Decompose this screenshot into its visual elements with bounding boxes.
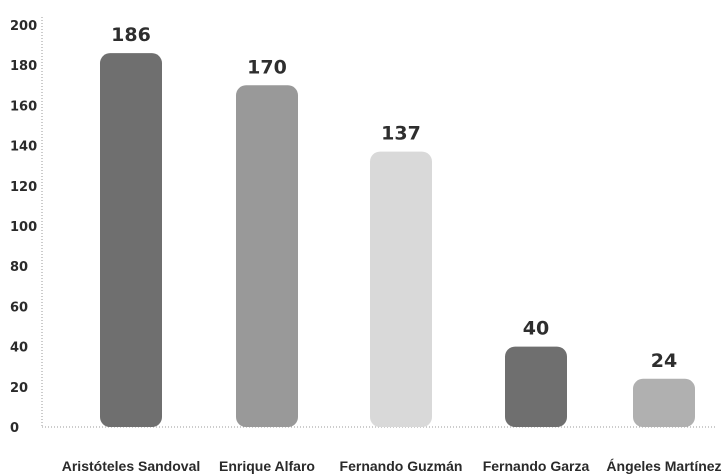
y-tick-label: 60	[10, 300, 28, 315]
y-tick-label: 0	[10, 421, 19, 436]
x-tick-label: Enrique Alfaro	[219, 458, 315, 474]
x-tick-label: Fernando Guzmán	[340, 458, 463, 474]
x-tick-label: Fernando Garza	[483, 458, 590, 474]
y-tick-label: 140	[10, 140, 37, 155]
bar	[505, 346, 567, 427]
data-label: 24	[651, 350, 677, 372]
value-labels: 186 170 137 40 24	[111, 24, 677, 372]
y-tick-label: 80	[10, 260, 28, 275]
x-tick-label: Ángeles Martínez	[606, 458, 721, 474]
y-tick-label: 20	[10, 381, 28, 396]
y-tick-label: 180	[10, 59, 37, 74]
data-label: 170	[247, 56, 287, 78]
data-label: 137	[381, 123, 421, 145]
axes	[41, 17, 717, 428]
bars	[100, 53, 695, 428]
y-axis-ticks: 0 20 40 60 80 100 120 140 160 180 200	[10, 19, 37, 436]
category-labels: Aristóteles Sandoval Enrique Alfaro Fernan…	[62, 458, 721, 474]
y-tick-label: 200	[10, 19, 37, 34]
bar	[236, 85, 298, 428]
data-label: 40	[523, 318, 549, 340]
bar	[633, 378, 695, 427]
y-tick-label: 160	[10, 99, 37, 114]
bar	[100, 53, 162, 427]
bar	[370, 151, 432, 427]
data-label: 186	[111, 24, 151, 46]
x-tick-label: Aristóteles Sandoval	[62, 458, 201, 474]
y-tick-label: 120	[10, 180, 37, 195]
y-tick-label: 100	[10, 220, 37, 235]
y-tick-label: 40	[10, 341, 28, 356]
